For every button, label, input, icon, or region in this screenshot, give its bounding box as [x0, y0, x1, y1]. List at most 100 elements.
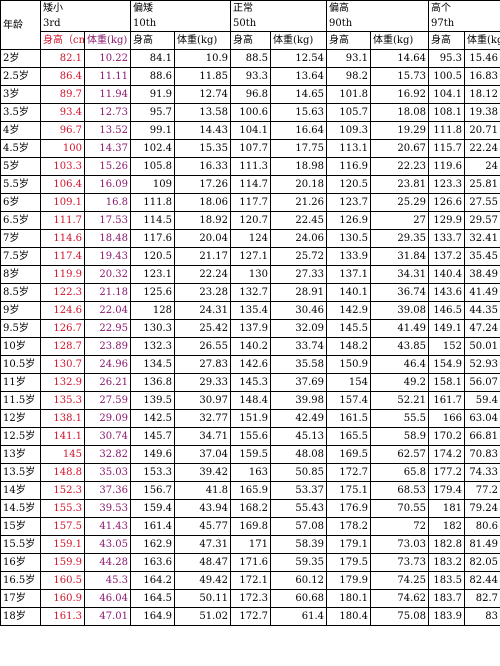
cell-height-10th: 109 [130, 175, 175, 194]
cell-height-50th: 132.7 [230, 283, 271, 302]
cell-height-97th: 104.1 [428, 85, 465, 104]
cell-weight-90th: 41.49 [370, 319, 429, 338]
cell-weight-3rd: 47.01 [84, 607, 131, 626]
cell-height-3rd: 119.9 [40, 265, 85, 284]
cell-height-90th: 142.9 [326, 301, 371, 320]
cell-height-97th: 140.4 [428, 265, 465, 284]
cell-weight-3rd: 11.94 [84, 85, 131, 104]
cell-weight-10th: 30.97 [174, 391, 231, 410]
group-header-short: 矮小 3rd [40, 0, 131, 32]
cell-weight-90th: 19.29 [370, 121, 429, 140]
age-cell: 3岁 [0, 85, 41, 104]
table-row: 4岁 96.7 13.52 99.1 14.43 104.1 16.64 109.3 19.29… [0, 121, 500, 140]
cell-weight-50th: 53.37 [270, 481, 327, 500]
cell-height-50th: 172.7 [230, 607, 271, 626]
table-row: 9岁 124.6 22.04 128 24.31 135.4 30.46 142.9 39.08… [0, 301, 500, 320]
cell-weight-97th: 19.38 [464, 103, 500, 122]
table-row: 5.5岁 106.4 16.09 109 17.26 114.7 20.18 120.5 23.… [0, 175, 500, 194]
cell-height-50th: 120.7 [230, 211, 271, 230]
cell-weight-97th: 24 [464, 157, 500, 176]
table-row: 14.5岁 155.3 39.53 159.4 43.94 168.2 55.43 176.9… [0, 499, 500, 518]
table-row: 7岁 114.6 18.48 117.6 20.04 124 24.06 130.5 29.35… [0, 229, 500, 248]
cell-height-50th: 145.3 [230, 373, 271, 392]
cell-height-50th: 142.6 [230, 355, 271, 374]
cell-weight-50th: 48.08 [270, 445, 327, 464]
cell-weight-97th: 56.07 [464, 373, 500, 392]
cell-weight-97th: 66.81 [464, 427, 500, 446]
table-row: 8.5岁 122.3 21.18 125.6 23.28 132.7 28.91 140.1 3… [0, 283, 500, 302]
cell-weight-90th: 34.31 [370, 265, 429, 284]
cell-height-97th: 183.9 [428, 607, 465, 626]
cell-weight-50th: 42.49 [270, 409, 327, 428]
table-row: 11.5岁 135.3 27.59 139.5 30.97 148.4 39.98 157.4… [0, 391, 500, 410]
cell-height-90th: 93.1 [326, 49, 371, 68]
table-row: 2岁 82.1 10.22 84.1 10.9 88.5 12.54 93.1 14.64 95.… [0, 49, 500, 68]
cell-weight-3rd: 39.53 [84, 499, 131, 518]
cell-height-3rd: 132.9 [40, 373, 85, 392]
cell-weight-50th: 22.45 [270, 211, 327, 230]
cell-weight-90th: 23.81 [370, 175, 429, 194]
cell-height-3rd: 124.6 [40, 301, 85, 320]
table-row: 6.5岁 111.7 17.53 114.5 18.92 120.7 22.45 126.9 2… [0, 211, 500, 230]
cell-height-97th: 183.5 [428, 571, 465, 590]
table-row: 8岁 119.9 20.32 123.1 22.24 130 27.33 137.1 34.31… [0, 265, 500, 284]
cell-height-10th: 162.9 [130, 535, 175, 554]
cell-height-90th: 145.5 [326, 319, 371, 338]
cell-weight-90th: 15.73 [370, 67, 429, 86]
subheader-height-10th: 身高 [130, 31, 175, 50]
cell-height-3rd: 96.7 [40, 121, 85, 140]
cell-weight-50th: 15.63 [270, 103, 327, 122]
cell-weight-10th: 43.94 [174, 499, 231, 518]
cell-height-90th: 137.1 [326, 265, 371, 284]
cell-height-50th: 93.3 [230, 67, 271, 86]
cell-weight-10th: 12.74 [174, 85, 231, 104]
cell-height-97th: 111.8 [428, 121, 465, 140]
age-cell: 12岁 [0, 409, 41, 428]
cell-weight-90th: 70.55 [370, 499, 429, 518]
cell-height-10th: 91.9 [130, 85, 175, 104]
cell-weight-10th: 29.33 [174, 373, 231, 392]
cell-height-97th: 115.7 [428, 139, 465, 158]
cell-weight-90th: 73.73 [370, 553, 429, 572]
cell-height-97th: 100.5 [428, 67, 465, 86]
cell-height-3rd: 82.1 [40, 49, 85, 68]
cell-weight-3rd: 44.28 [84, 553, 131, 572]
cell-weight-3rd: 10.22 [84, 49, 131, 68]
cell-weight-90th: 72 [370, 517, 429, 536]
cell-weight-10th: 26.55 [174, 337, 231, 356]
cell-height-97th: 174.2 [428, 445, 465, 464]
cell-weight-50th: 13.64 [270, 67, 327, 86]
cell-height-10th: 161.4 [130, 517, 175, 536]
table-row: 3.5岁 93.4 12.73 95.7 13.58 100.6 15.63 105.7 18.… [0, 103, 500, 122]
cell-height-3rd: 103.3 [40, 157, 85, 176]
cell-height-97th: 166 [428, 409, 465, 428]
cell-weight-3rd: 14.37 [84, 139, 131, 158]
table-row: 14岁 152.3 37.36 156.7 41.8 165.9 53.37 175.1 68.… [0, 481, 500, 500]
cell-height-50th: 104.1 [230, 121, 271, 140]
cell-weight-50th: 24.06 [270, 229, 327, 248]
cell-height-90th: 140.1 [326, 283, 371, 302]
cell-height-90th: 113.1 [326, 139, 371, 158]
cell-height-50th: 137.9 [230, 319, 271, 338]
table-row: 9.5岁 126.7 22.95 130.3 25.42 137.9 32.09 145.5 4… [0, 319, 500, 338]
cell-weight-90th: 75.08 [370, 607, 429, 626]
age-cell: 5岁 [0, 157, 41, 176]
cell-height-3rd: 148.8 [40, 463, 85, 482]
cell-height-10th: 164.9 [130, 607, 175, 626]
cell-weight-3rd: 35.03 [84, 463, 131, 482]
cell-height-90th: 161.5 [326, 409, 371, 428]
cell-weight-50th: 61.4 [270, 607, 327, 626]
cell-height-10th: 120.5 [130, 247, 175, 266]
age-cell: 9.5岁 [0, 319, 41, 338]
cell-height-50th: 130 [230, 265, 271, 284]
age-cell: 12.5岁 [0, 427, 41, 446]
cell-height-3rd: 145 [40, 445, 85, 464]
cell-height-50th: 88.5 [230, 49, 271, 68]
age-cell: 10.5岁 [0, 355, 41, 374]
cell-weight-3rd: 21.18 [84, 283, 131, 302]
cell-height-50th: 155.6 [230, 427, 271, 446]
cell-weight-10th: 32.77 [174, 409, 231, 428]
cell-weight-50th: 35.58 [270, 355, 327, 374]
cell-weight-3rd: 37.36 [84, 481, 131, 500]
cell-weight-97th: 32.41 [464, 229, 500, 248]
